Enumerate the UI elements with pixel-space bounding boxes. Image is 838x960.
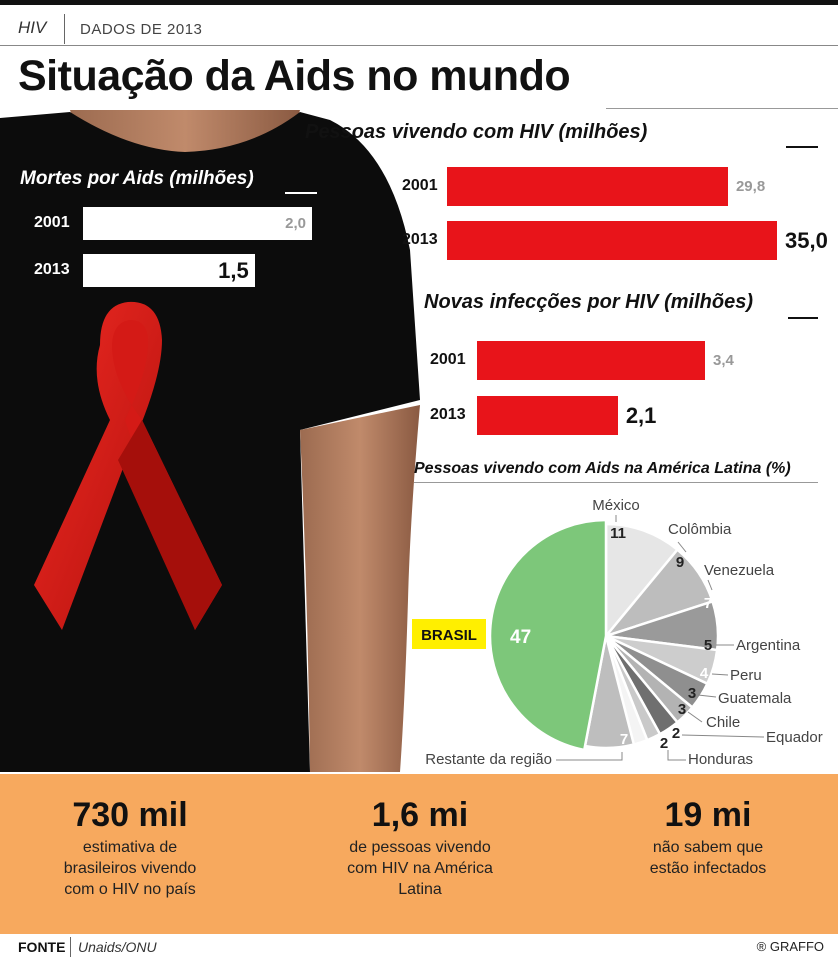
hiv-title-rule	[786, 146, 818, 148]
pie-label-venezuela: Venezuela	[704, 562, 775, 579]
section-tag: HIV	[18, 18, 47, 37]
value-label-2013: 1,5	[218, 257, 249, 283]
value-label-2001: 3,4	[713, 351, 734, 369]
stat-brazil-value: 730 mil	[72, 796, 188, 834]
value-label-2013: 35,0	[785, 227, 828, 253]
stat-latam-line-3: Latina	[398, 881, 442, 898]
year-label-2013: 2013	[34, 260, 70, 278]
pie-slice-méxico	[604, 522, 680, 640]
arm-shape	[300, 405, 420, 772]
pie-value-chile: 3	[678, 701, 686, 718]
stats-band: 730 mil estimativa de brasileiros vivend…	[0, 774, 838, 934]
pie-value-colômbia: 9	[676, 554, 684, 571]
pie-leader-line-2	[707, 579, 713, 591]
stat-latam-line-2: com HIV na América	[347, 860, 493, 877]
stat-unaware: 19 mi não sabem que estão infectados	[578, 774, 838, 879]
title-rule	[606, 108, 838, 109]
value-label-2001: 2,0	[285, 214, 306, 232]
pie-value-argentina: 5	[704, 637, 712, 654]
pie-label-equador: Equador	[766, 729, 823, 746]
bar-2013	[447, 221, 777, 260]
stat-unaware-value: 19 mi	[664, 796, 752, 834]
source-label: FONTE	[18, 939, 66, 955]
stat-unaware-line-1: não sabem que	[652, 839, 764, 856]
pie-label-honduras: Honduras	[688, 751, 753, 768]
pie-value-honduras: 2	[660, 735, 668, 752]
stat-latam-line-1: de pessoas vivendo	[349, 839, 491, 856]
value-label-2001: 29,8	[735, 177, 766, 195]
stat-unaware-line-2: estão infectados	[649, 860, 767, 877]
pie-leader-line-4	[711, 673, 729, 676]
bar-2001	[83, 207, 312, 240]
value-label-2013: 2,1	[625, 402, 657, 428]
deaths-title-rule	[285, 192, 317, 194]
footer: FONTE Unaids/ONU ® GRAFFO	[0, 934, 838, 960]
infections-title-rule	[788, 317, 818, 319]
stat-brazil-line-2: brasileiros vivendo	[63, 860, 197, 877]
pie-label-colômbia: Colômbia	[668, 521, 732, 538]
year-label-2001: 2001	[430, 350, 466, 368]
pie-value-brasil: 47	[510, 627, 531, 648]
pie-label-peru: Peru	[730, 667, 762, 684]
bar-2001	[447, 167, 728, 206]
stat-brazil-line-3: com o HIV no país	[64, 881, 196, 898]
pie-leader-line-1	[677, 541, 687, 553]
pie-title-rule	[414, 482, 818, 483]
pie-value-méxico: 11	[610, 525, 626, 542]
deaths-chart-title: Mortes por Aids (milhões)	[20, 168, 254, 189]
pie-leader-line-8	[667, 750, 686, 761]
pie-leader-line-9	[556, 752, 623, 761]
source-text: Unaids/ONU	[78, 939, 157, 955]
year-label-2001: 2001	[34, 213, 70, 231]
tag-divider	[64, 14, 65, 44]
pie-leader-line-5	[697, 694, 717, 698]
pie-label-chile: Chile	[706, 714, 740, 731]
year-label-2001: 2001	[402, 176, 438, 194]
stat-latam-value: 1,6 mi	[371, 796, 469, 834]
pie-value-equador: 2	[672, 725, 680, 742]
stat-brazil-line-1: estimativa de	[82, 839, 178, 856]
tag-row: HIV DADOS DE 2013	[0, 5, 838, 46]
source-divider	[70, 937, 71, 957]
page-title: Situação da Aids no mundo	[18, 52, 571, 100]
pie-value-restante-da-região: 7	[620, 731, 628, 748]
pie-chart-title: Pessoas vivendo com Aids na América Lati…	[414, 460, 791, 477]
hiv-chart-title: Pessoas vivendo com HIV (milhões)	[305, 121, 648, 143]
infections-chart-title: Novas infecções por HIV (milhões)	[424, 291, 753, 313]
pie-value-peru: 4	[700, 665, 709, 682]
pie-value-guatemala: 3	[688, 685, 696, 702]
bar-2013	[477, 396, 618, 435]
pie-leader-line-7	[681, 734, 765, 738]
bar-2013	[83, 254, 255, 287]
bar-2001	[477, 341, 705, 380]
pie-label-restante-da-região: Restante da região	[425, 751, 552, 768]
pie-leader-line-6	[687, 711, 703, 723]
stat-latin-america: 1,6 mi de pessoas vivendo com HIV na Amé…	[290, 774, 550, 900]
awareness-ribbon-icon	[34, 301, 222, 630]
pie-label-brasil: BRASIL	[421, 627, 477, 644]
pie-label-guatemala: Guatemala	[718, 690, 792, 707]
brasil-highlight	[412, 619, 486, 649]
year-label-2013: 2013	[402, 230, 438, 248]
year-label-2013: 2013	[430, 405, 466, 423]
pie-label-méxico: México	[592, 497, 640, 514]
pie-label-argentina: Argentina	[736, 637, 801, 654]
stat-brazil: 730 mil estimativa de brasileiros vivend…	[0, 774, 260, 900]
pie-value-venezuela: 7	[704, 595, 712, 612]
top-rule	[0, 0, 838, 5]
date-label: DADOS DE 2013	[80, 21, 203, 38]
credit-text: ® GRAFFO	[756, 939, 824, 954]
pie-slice-brasil	[488, 518, 608, 752]
